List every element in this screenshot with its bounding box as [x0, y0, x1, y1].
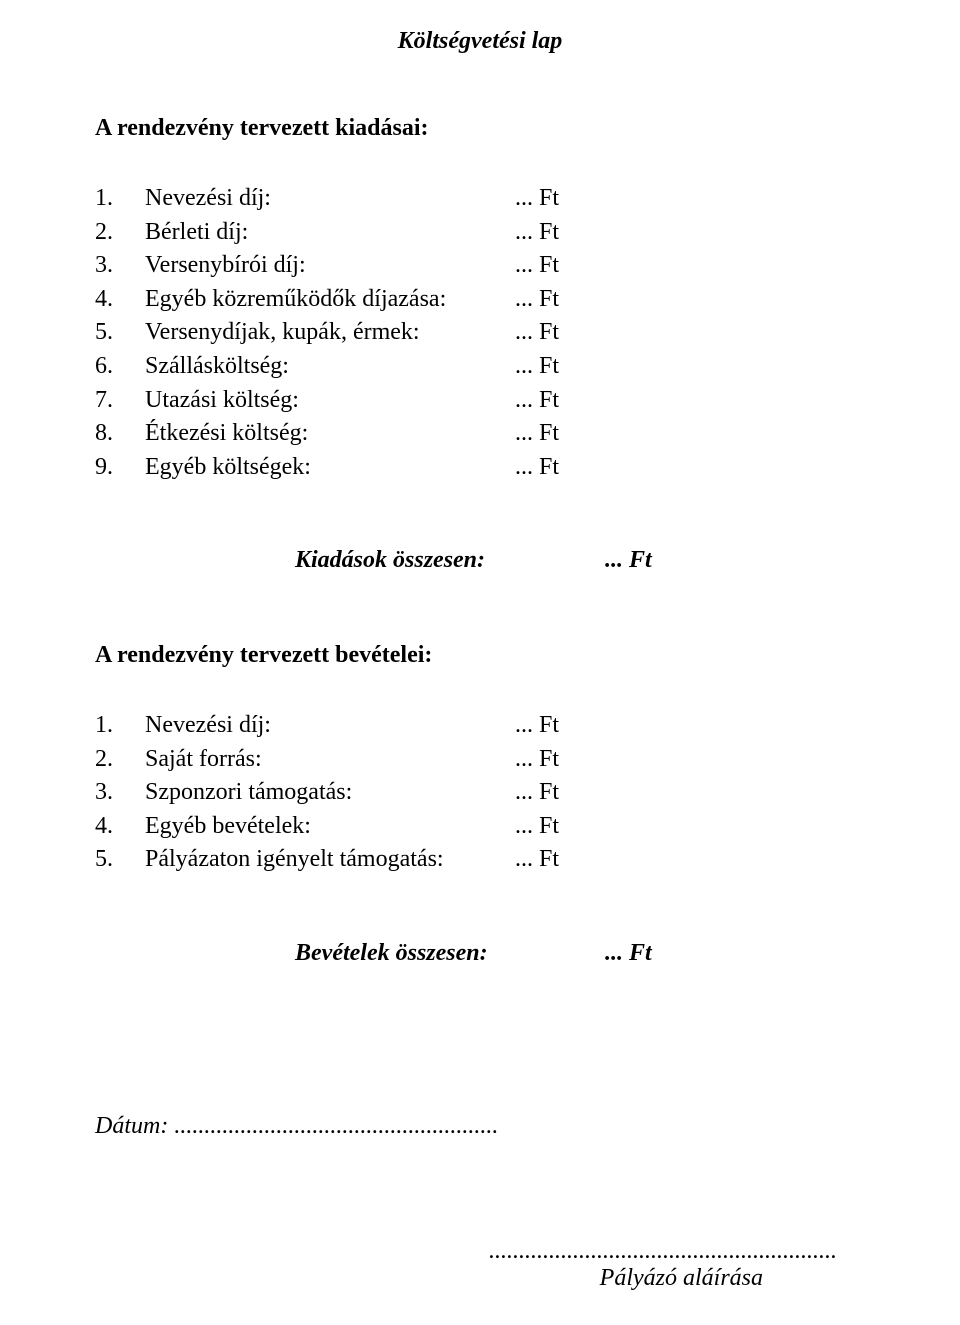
- page: Költségvetési lap A rendezvény tervezett…: [0, 0, 960, 1325]
- expense-row: 6. Szállásköltség: ... Ft: [95, 350, 865, 384]
- revenue-num: 2.: [95, 743, 145, 777]
- expense-row: 4. Egyéb közreműködők díjazása: ... Ft: [95, 283, 865, 317]
- revenue-row: 2. Saját forrás: ... Ft: [95, 743, 865, 777]
- revenue-label: Szponzori támogatás:: [145, 776, 515, 810]
- page-title: Költségvetési lap: [95, 28, 865, 55]
- expense-value: ... Ft: [515, 451, 865, 485]
- expense-label: Étkezési költség:: [145, 417, 515, 451]
- revenue-label: Nevezési díj:: [145, 709, 515, 743]
- expense-row: 1. Nevezési díj: ... Ft: [95, 182, 865, 216]
- expense-label: Egyéb közreműködők díjazása:: [145, 283, 515, 317]
- revenue-label: Saját forrás:: [145, 743, 515, 777]
- revenue-label: Pályázaton igényelt támogatás:: [145, 843, 515, 877]
- expense-num: 7.: [95, 384, 145, 418]
- revenue-row: 1. Nevezési díj: ... Ft: [95, 709, 865, 743]
- revenue-value: ... Ft: [515, 810, 865, 844]
- expense-label: Bérleti díj:: [145, 216, 515, 250]
- expense-value: ... Ft: [515, 216, 865, 250]
- expense-row: 2. Bérleti díj: ... Ft: [95, 216, 865, 250]
- expense-label: Nevezési díj:: [145, 182, 515, 216]
- expense-label: Szállásköltség:: [145, 350, 515, 384]
- expense-num: 2.: [95, 216, 145, 250]
- expense-row: 3. Versenybírói díj: ... Ft: [95, 249, 865, 283]
- revenue-label: Egyéb bevételek:: [145, 810, 515, 844]
- revenue-value: ... Ft: [515, 709, 865, 743]
- signature-block: ........................................…: [95, 1238, 865, 1292]
- expense-num: 6.: [95, 350, 145, 384]
- revenue-row: 4. Egyéb bevételek: ... Ft: [95, 810, 865, 844]
- revenues-total-label: Bevételek összesen:: [95, 937, 605, 971]
- expense-label: Versenydíjak, kupák, érmek:: [145, 316, 515, 350]
- expense-row: 9. Egyéb költségek: ... Ft: [95, 451, 865, 485]
- expense-num: 8.: [95, 417, 145, 451]
- expense-num: 4.: [95, 283, 145, 317]
- expenses-total-row: Kiadások összesen: ... Ft: [95, 544, 865, 578]
- date-label: Dátum:: [95, 1113, 168, 1139]
- expense-value: ... Ft: [515, 417, 865, 451]
- revenue-num: 5.: [95, 843, 145, 877]
- expense-num: 9.: [95, 451, 145, 485]
- expense-value: ... Ft: [515, 384, 865, 418]
- expense-value: ... Ft: [515, 316, 865, 350]
- expense-num: 5.: [95, 316, 145, 350]
- expense-label: Versenybírói díj:: [145, 249, 515, 283]
- revenues-total-row: Bevételek összesen: ... Ft: [95, 937, 865, 971]
- expenses-total-value: ... Ft: [605, 544, 865, 578]
- expense-row: 8. Étkezési költség: ... Ft: [95, 417, 865, 451]
- revenue-value: ... Ft: [515, 843, 865, 877]
- revenue-value: ... Ft: [515, 743, 865, 777]
- expense-row: 7. Utazási költség: ... Ft: [95, 384, 865, 418]
- expense-row: 5. Versenydíjak, kupák, érmek: ... Ft: [95, 316, 865, 350]
- revenues-total-value: ... Ft: [605, 937, 865, 971]
- revenue-num: 1.: [95, 709, 145, 743]
- date-dots: ........................................…: [174, 1113, 498, 1139]
- revenue-num: 4.: [95, 810, 145, 844]
- expenses-heading: A rendezvény tervezett kiadásai:: [95, 115, 865, 142]
- expense-value: ... Ft: [515, 249, 865, 283]
- revenue-row: 5. Pályázaton igényelt támogatás: ... Ft: [95, 843, 865, 877]
- date-row: Dátum: .................................…: [95, 1113, 865, 1140]
- revenue-row: 3. Szponzori támogatás: ... Ft: [95, 776, 865, 810]
- revenue-num: 3.: [95, 776, 145, 810]
- expense-num: 3.: [95, 249, 145, 283]
- revenues-heading: A rendezvény tervezett bevételei:: [95, 642, 865, 669]
- expenses-total-label: Kiadások összesen:: [95, 544, 605, 578]
- expense-label: Utazási költség:: [145, 384, 515, 418]
- expense-label: Egyéb költségek:: [145, 451, 515, 485]
- signature-dots: ........................................…: [95, 1238, 837, 1265]
- revenues-list: 1. Nevezési díj: ... Ft 2. Saját forrás:…: [95, 709, 865, 877]
- expense-value: ... Ft: [515, 350, 865, 384]
- expense-value: ... Ft: [515, 182, 865, 216]
- revenue-value: ... Ft: [515, 776, 865, 810]
- expenses-list: 1. Nevezési díj: ... Ft 2. Bérleti díj: …: [95, 182, 865, 484]
- expense-num: 1.: [95, 182, 145, 216]
- signature-label: Pályázó aláírása: [95, 1265, 837, 1292]
- expense-value: ... Ft: [515, 283, 865, 317]
